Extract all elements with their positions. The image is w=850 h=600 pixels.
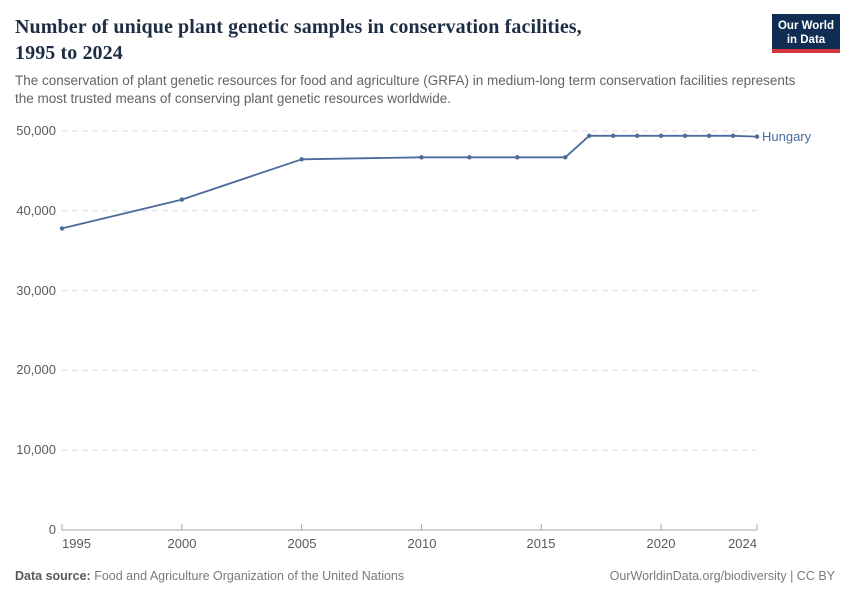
logo-text-line-1: Our World — [777, 20, 834, 32]
x-tick-label: 2005 — [287, 536, 317, 551]
data-point — [179, 197, 184, 202]
x-tick-label: 2010 — [407, 536, 437, 551]
y-tick-label: 50,000 — [16, 123, 56, 138]
x-tick-label: 2000 — [167, 536, 197, 551]
data-point — [635, 133, 640, 138]
title-line-2: 1995 to 2024 — [15, 42, 123, 64]
y-tick-label: 10,000 — [16, 442, 56, 457]
title-line-1: Number of unique plant genetic samples i… — [15, 16, 582, 38]
data-point — [587, 133, 592, 138]
series-label-hungary[interactable]: Hungary — [762, 128, 812, 144]
data-point — [682, 133, 688, 138]
data-point — [563, 155, 568, 160]
data-point — [754, 134, 760, 139]
x-tick-label: 2024 — [728, 536, 757, 551]
logo-text-line-2: in Data — [786, 34, 826, 46]
data-point — [658, 133, 664, 138]
y-tick-label: 40,000 — [16, 203, 56, 218]
data-source-text: Food and Agriculture Organization of the… — [94, 569, 405, 583]
data-point — [706, 133, 712, 138]
series-line-hungary — [61, 134, 758, 230]
chart-subtitle: The conservation of plant genetic resour… — [15, 73, 796, 106]
owid-logo[interactable]: Our World in Data — [772, 14, 840, 53]
data-source-note: Data source: Food and Agriculture Organi… — [15, 568, 404, 584]
data-point — [59, 226, 65, 231]
data-point — [611, 133, 616, 138]
y-tick-label: 30,000 — [16, 283, 56, 298]
attribution-link[interactable]: OurWorldinData.org/biodiversity | CC BY — [609, 569, 835, 583]
data-point — [467, 155, 472, 160]
x-tick-label: 1995 — [62, 536, 91, 551]
data-point — [730, 133, 736, 138]
logo-red-bar — [772, 49, 840, 53]
data-source-label: Data source: — [15, 569, 91, 583]
x-tick-label: 2015 — [526, 536, 556, 551]
y-tick-label: 0 — [48, 522, 56, 537]
x-tick-label: 2020 — [646, 536, 676, 551]
y-tick-label: 20,000 — [16, 362, 56, 377]
data-point — [515, 155, 520, 160]
data-point — [419, 155, 424, 160]
page-title: Number of unique plant genetic samples i… — [15, 14, 755, 66]
data-point — [299, 157, 304, 162]
